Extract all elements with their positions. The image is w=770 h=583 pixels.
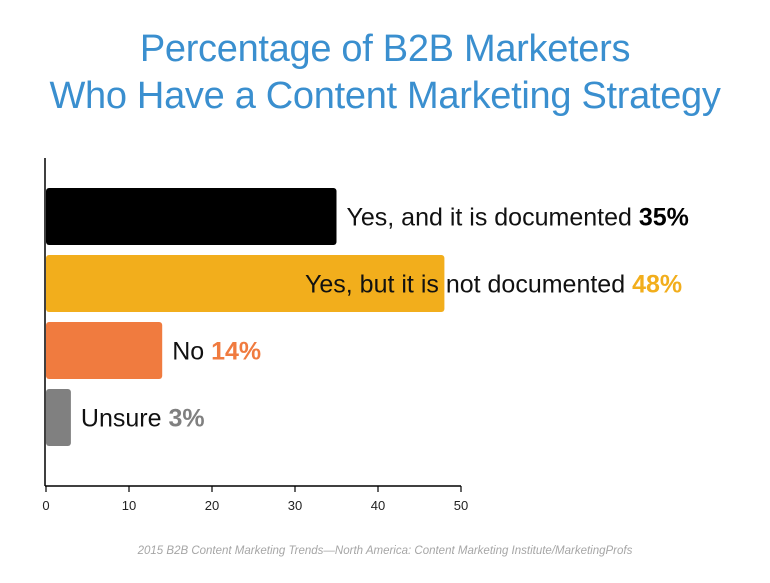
- bar-labels-group: Yes, and it is documented 35% Yes, but it…: [81, 204, 689, 433]
- bar-category-label: Yes, and it is documented: [347, 204, 639, 232]
- bar-value-label: 48%: [632, 271, 682, 299]
- bar-value-label: 3%: [168, 405, 204, 433]
- bar: [46, 389, 71, 446]
- x-tick-label: 30: [288, 498, 302, 513]
- bar: [46, 188, 337, 245]
- chart-title-line-1: Percentage of B2B Marketers: [139, 28, 631, 70]
- bar-category-label: Yes, but it is not documented: [305, 271, 632, 299]
- bar-label: Yes, and it is documented 35%: [347, 204, 689, 232]
- source-note: 2015 B2B Content Marketing Trends—North …: [137, 545, 633, 557]
- bar-label: No 14%: [172, 338, 261, 366]
- bar-value-label: 14%: [211, 338, 261, 366]
- x-axis-ticks: 0 10 20 30 40 50: [42, 486, 468, 513]
- x-tick-label: 10: [122, 498, 136, 513]
- chart-title-line-2: Who Have a Content Marketing Strategy: [49, 75, 721, 117]
- bar-category-label: No: [172, 338, 211, 366]
- bar: [46, 322, 163, 379]
- chart-title: Percentage of B2B Marketers Who Have a C…: [0, 26, 770, 120]
- bars-group: [46, 188, 445, 446]
- x-tick-label: 20: [205, 498, 219, 513]
- bar-label: Yes, but it is not documented 48%: [305, 271, 682, 299]
- bar: [46, 255, 445, 312]
- x-tick-label: 0: [42, 498, 49, 513]
- x-tick-label: 50: [454, 498, 468, 513]
- bar-value-label: 35%: [639, 204, 689, 232]
- bar-label: Unsure 3%: [81, 405, 205, 433]
- bar-category-label: Unsure: [81, 405, 169, 433]
- x-tick-label: 40: [371, 498, 385, 513]
